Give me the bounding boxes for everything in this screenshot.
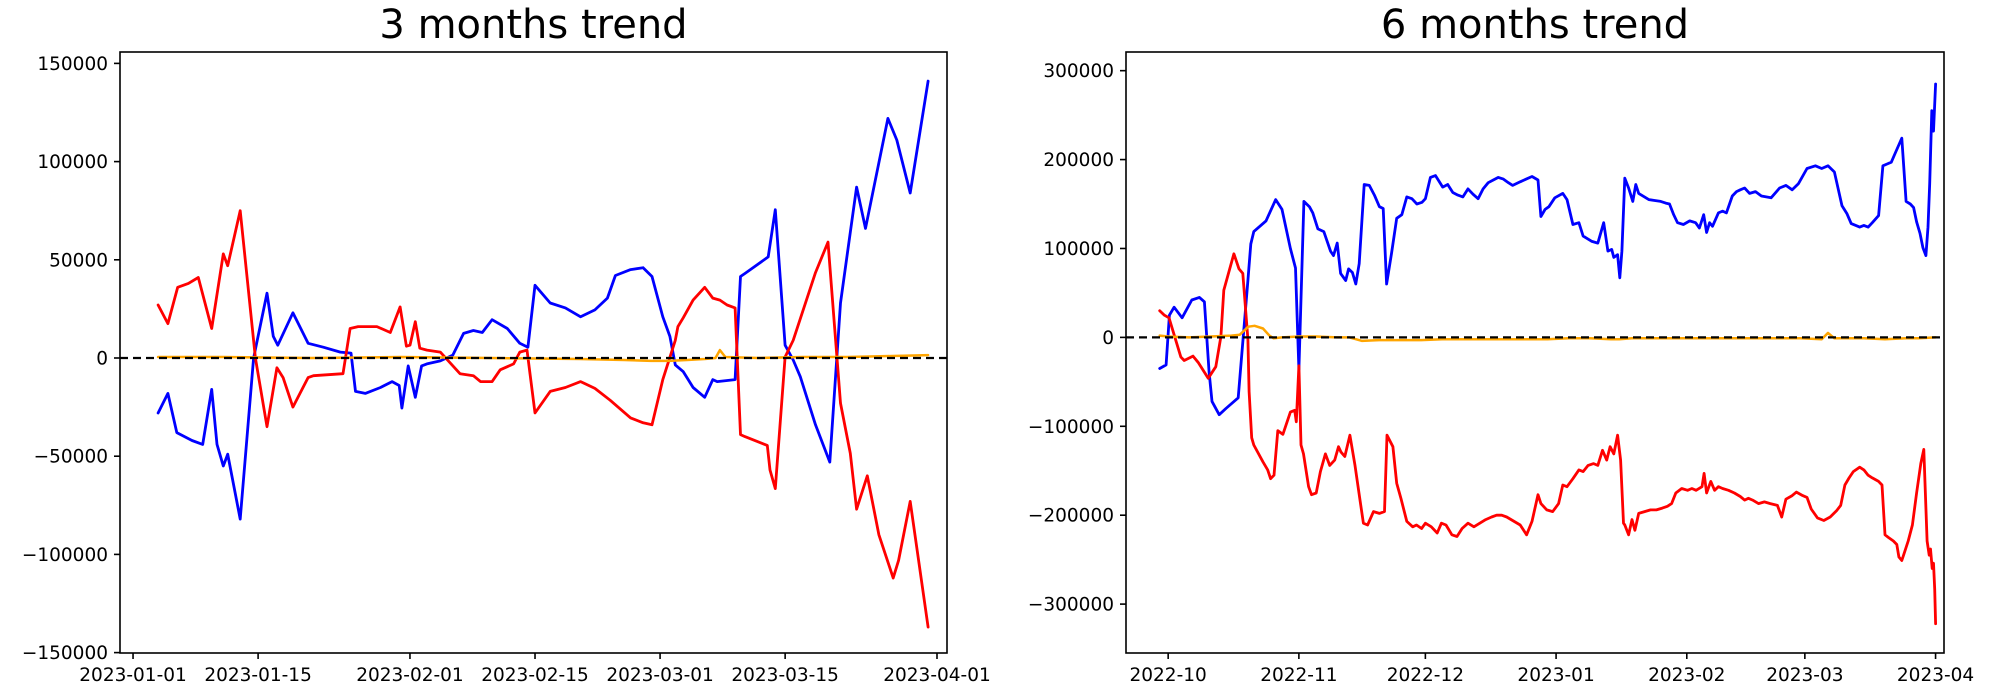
y-tick-label: 300000 bbox=[1043, 61, 1114, 82]
y-tick-label: −50000 bbox=[34, 447, 108, 468]
series-orange-line bbox=[1158, 324, 1937, 343]
y-tick-label: −150000 bbox=[22, 643, 108, 664]
x-tick-label: 2023-01 bbox=[1517, 665, 1594, 686]
axes-box bbox=[119, 51, 948, 654]
x-tick-label: 2022-12 bbox=[1387, 665, 1464, 686]
y-tick-label: −200000 bbox=[1028, 506, 1114, 527]
y-tick-label: 0 bbox=[96, 348, 108, 369]
x-tick-label: 2023-02-15 bbox=[481, 665, 589, 686]
x-tick-label: 2023-03-01 bbox=[606, 665, 714, 686]
x-tick-label: 2023-02 bbox=[1648, 665, 1725, 686]
y-tick-label: −300000 bbox=[1028, 595, 1114, 616]
y-tick-label: 0 bbox=[1102, 328, 1114, 349]
x-tick-label: 2023-01-15 bbox=[204, 665, 312, 686]
x-tick-label: 2022-11 bbox=[1260, 665, 1337, 686]
x-tick-label: 2023-01-01 bbox=[79, 665, 187, 686]
y-tick-label: −100000 bbox=[22, 545, 108, 566]
y-tick-label: 200000 bbox=[1043, 150, 1114, 171]
x-tick-label: 2023-03 bbox=[1766, 665, 1843, 686]
axes-box bbox=[1125, 51, 1945, 654]
y-tick-label: 150000 bbox=[37, 54, 108, 75]
x-tick-label: 2022-10 bbox=[1130, 665, 1207, 686]
y-tick-label: 50000 bbox=[49, 250, 108, 271]
y-tick-label: 100000 bbox=[37, 152, 108, 173]
chart-title-6-months: 6 months trend bbox=[1380, 2, 1690, 48]
x-tick-label: 2023-03-15 bbox=[731, 665, 839, 686]
series-red-line bbox=[1158, 252, 1937, 626]
chart-title-3-months: 3 months trend bbox=[379, 2, 688, 48]
series-blue-line bbox=[1158, 82, 1937, 417]
x-tick-label: 2023-04 bbox=[1897, 665, 1974, 686]
y-tick-label: 100000 bbox=[1043, 239, 1114, 260]
series-blue-line bbox=[156, 79, 930, 521]
series-orange-line bbox=[156, 348, 930, 363]
x-tick-label: 2023-02-01 bbox=[356, 665, 464, 686]
y-tick-label: −100000 bbox=[1028, 417, 1114, 438]
x-tick-label: 2023-04-01 bbox=[883, 665, 991, 686]
